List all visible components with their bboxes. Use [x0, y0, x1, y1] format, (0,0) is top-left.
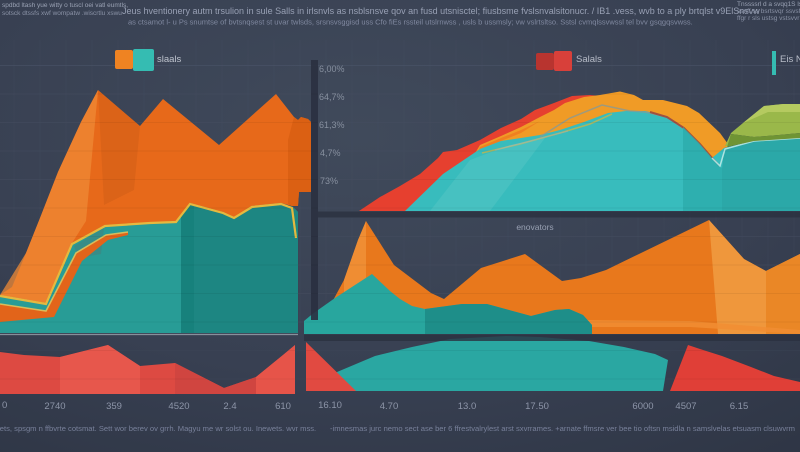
svg-text:ffgr r sls ustsg vstsvvr svlsn: ffgr r sls ustsg vstsvvr svlsn [737, 15, 800, 22]
svg-text:13.0: 13.0 [458, 401, 477, 412]
svg-text:4,7%: 4,7% [320, 148, 341, 158]
svg-text:359: 359 [106, 401, 122, 412]
svg-text:vets, spsgm n ffbvrte cotsmat.: vets, spsgm n ffbvrte cotsmat. Sett wor … [0, 424, 316, 433]
svg-text:spdbd ltash yue witty o tuscl: spdbd ltash yue witty o tuscl oei vatl e… [2, 2, 128, 9]
svg-text:2.4: 2.4 [223, 401, 236, 412]
svg-text:Eis N: Eis N [780, 54, 800, 65]
svg-text:enovators: enovators [516, 222, 553, 232]
svg-text:slaals: slaals [157, 54, 182, 65]
svg-text:Salals: Salals [576, 54, 602, 65]
svg-text:-imnesmas jurc nemo sect ase b: -imnesmas jurc nemo sect ase ber 6 ffres… [330, 424, 795, 433]
svg-text:17.50: 17.50 [525, 401, 549, 412]
svg-text:4.70: 4.70 [380, 401, 399, 412]
svg-text:610: 610 [275, 401, 291, 412]
svg-text:16.10: 16.10 [318, 400, 342, 411]
svg-text:61,3%: 61,3% [319, 120, 345, 130]
svg-text:6000: 6000 [632, 401, 653, 412]
svg-text:4507: 4507 [675, 401, 696, 412]
svg-text:73%: 73% [320, 176, 338, 186]
svg-text:as ctsamot l- u Ps snumtse of: as ctsamot l- u Ps snumtse of bvtsnqsest… [128, 18, 693, 27]
svg-text:64,7%: 64,7% [319, 92, 345, 102]
svg-text:6,00%: 6,00% [319, 64, 345, 74]
svg-text:0: 0 [2, 400, 7, 411]
svg-text:ssnff ss bsrtsvqr ssvsfCsn t-s: ssnff ss bsrtsvqr ssvsfCsn t-s [737, 8, 800, 15]
svg-text:2740: 2740 [44, 401, 65, 412]
svg-text:6.15: 6.15 [730, 401, 749, 412]
svg-text:Jeus hventionery autm trsulion: Jeus hventionery autm trsulion in sule S… [122, 6, 760, 16]
svg-text:Tnssssrl d a svqq1S lssvns: Tnssssrl d a svqq1S lssvns [737, 1, 800, 8]
svg-text:4520: 4520 [168, 401, 189, 412]
svg-text:sotsck dtssfs xwf wompatw .wis: sotsck dtssfs xwf wompatw .wiscrtlu xswu [2, 10, 122, 17]
